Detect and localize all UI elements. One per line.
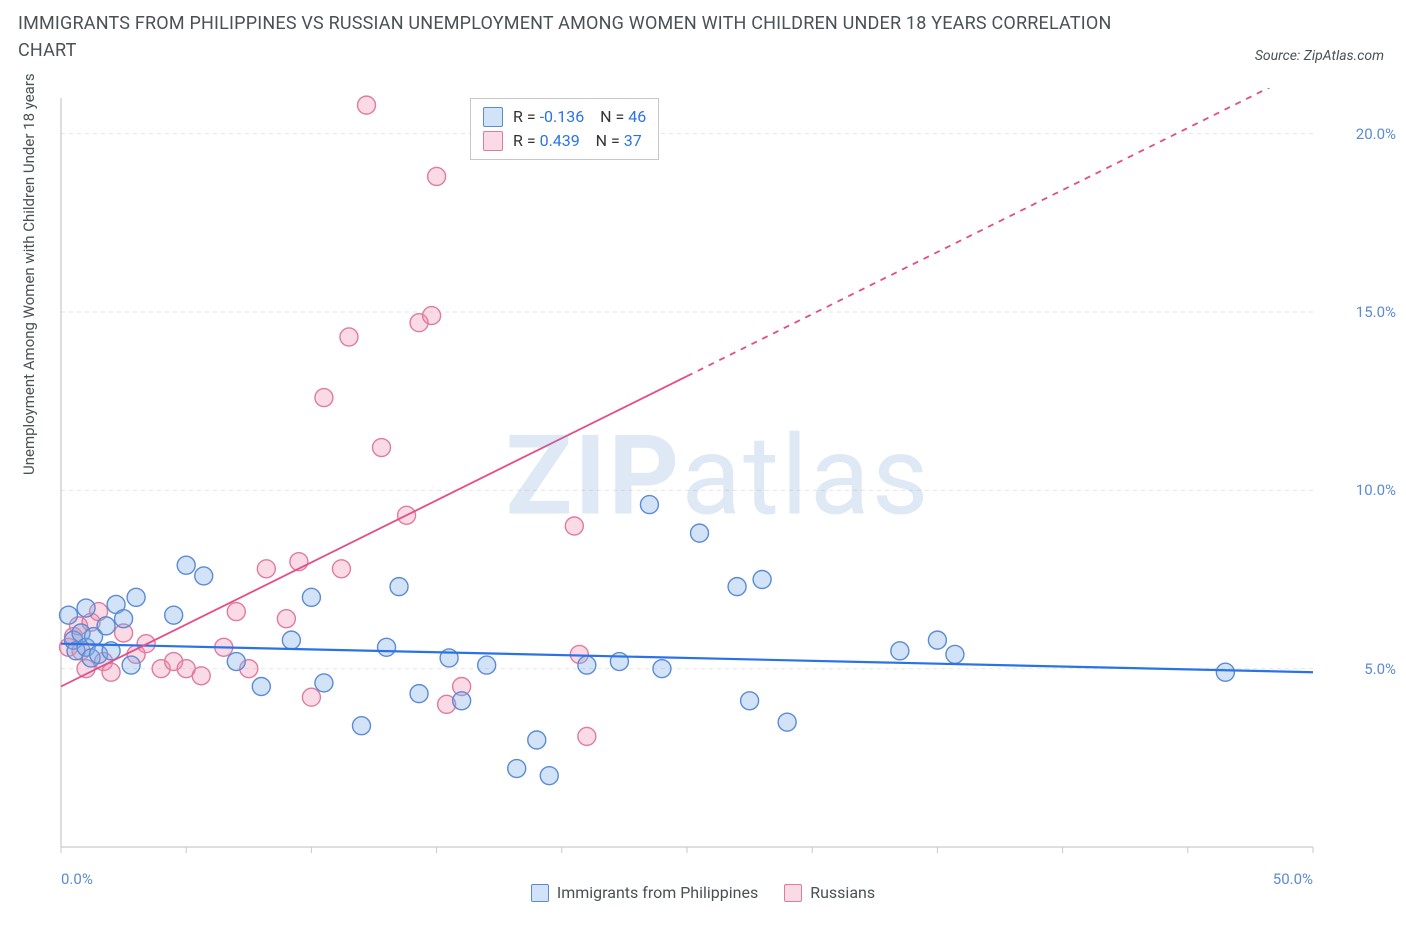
y-tick-label: 5.0% bbox=[1364, 660, 1396, 678]
r-value-b: 0.439 bbox=[540, 131, 580, 150]
stats-row-a: R = -0.136 N = 46 bbox=[483, 105, 646, 129]
r-label-a: R = bbox=[513, 107, 536, 126]
legend-item-b: Russians bbox=[784, 883, 875, 902]
r-label-b: R = bbox=[513, 131, 536, 150]
n-label-b: N = bbox=[596, 131, 620, 150]
bottom-legend: Immigrants from Philippines Russians bbox=[0, 883, 1406, 902]
y-axis-ticks: 5.0% 10.0% 15.0% 20.0% bbox=[1336, 88, 1396, 863]
scatter-plot: ZIPatlas bbox=[53, 88, 1383, 863]
y-tick-label: 15.0% bbox=[1356, 303, 1396, 321]
chart-title: IMMIGRANTS FROM PHILIPPINES VS RUSSIAN U… bbox=[18, 10, 1138, 64]
n-value-a: 46 bbox=[628, 107, 646, 126]
stats-row-b: R = 0.439 N = 37 bbox=[483, 129, 646, 153]
legend-item-a: Immigrants from Philippines bbox=[531, 883, 758, 902]
legend-swatch-a bbox=[531, 884, 549, 902]
swatch-a bbox=[483, 107, 503, 127]
source-label: Source: ZipAtlas.com bbox=[1255, 48, 1384, 64]
y-tick-label: 10.0% bbox=[1356, 481, 1396, 499]
n-value-b: 37 bbox=[624, 131, 642, 150]
y-axis-label: Unemployment Among Women with Children U… bbox=[20, 73, 38, 475]
y-tick-label: 20.0% bbox=[1356, 125, 1396, 143]
legend-swatch-b bbox=[784, 884, 802, 902]
stats-legend: R = -0.136 N = 46 R = 0.439 N = 37 bbox=[470, 98, 659, 160]
legend-label-b: Russians bbox=[810, 883, 875, 902]
swatch-b bbox=[483, 131, 503, 151]
chart-svg bbox=[53, 88, 1383, 863]
legend-label-a: Immigrants from Philippines bbox=[557, 883, 758, 902]
r-value-a: -0.136 bbox=[540, 107, 585, 126]
n-label-a: N = bbox=[600, 107, 624, 126]
